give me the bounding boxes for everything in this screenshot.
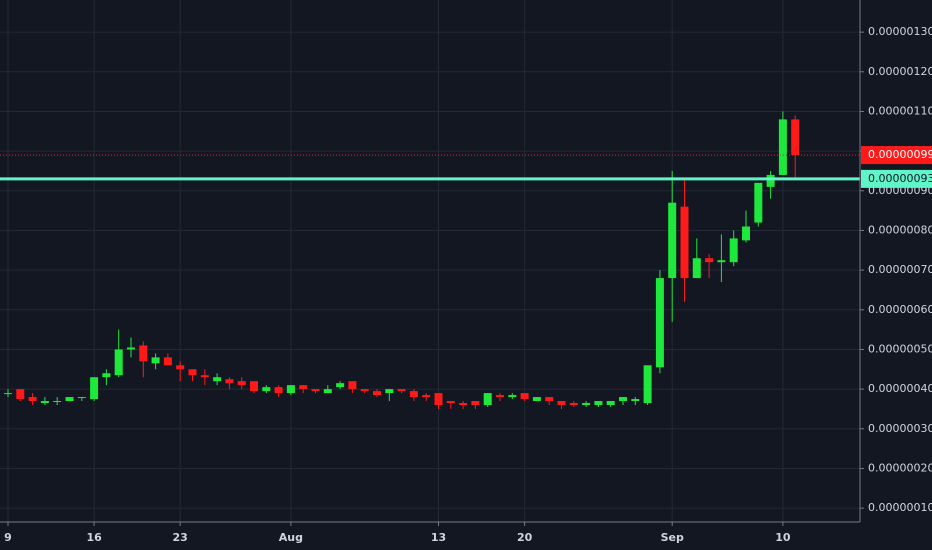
candle-body [176, 365, 185, 370]
candle-body [114, 349, 123, 376]
candle-body [4, 393, 12, 395]
candle-body [422, 395, 431, 398]
x-tick-label: Aug [279, 531, 303, 544]
candle-body [471, 401, 480, 405]
candle-body [237, 381, 246, 386]
candle-body [655, 278, 664, 368]
candle-body [680, 206, 689, 279]
candle-body [582, 403, 591, 405]
x-tick-label: Sep [661, 531, 684, 544]
y-tick-label: 0.00000040 [868, 382, 932, 395]
overlays [0, 154, 860, 181]
horizontal-line-label: 0.00000093 [868, 172, 932, 185]
candle-body [77, 397, 86, 399]
last-price-label: 0.00000099 [868, 148, 932, 161]
candle-body [705, 258, 714, 263]
candle-body [274, 387, 283, 394]
candle-body [545, 397, 554, 402]
candle-body [766, 174, 775, 187]
candle-body [188, 369, 197, 376]
candle-body [127, 347, 135, 350]
candle-body [459, 403, 468, 405]
candle-body [619, 397, 627, 402]
y-tick-label: 0.00000130 [868, 25, 932, 38]
last-price-box [861, 146, 932, 165]
candle-body [213, 377, 222, 382]
candle-body [139, 345, 148, 362]
candle-body [409, 391, 418, 398]
candle-body [65, 397, 74, 402]
candle-body [606, 401, 615, 405]
candles [4, 111, 800, 409]
candle-body [250, 381, 258, 392]
candle-body [496, 395, 504, 398]
candle-body [532, 397, 541, 402]
candle-body [446, 401, 455, 404]
candle-body [397, 389, 406, 392]
candle-body [286, 385, 295, 394]
candle-body [692, 258, 701, 279]
candle-body [102, 373, 111, 378]
candle-body [373, 391, 381, 396]
candle-body [594, 401, 603, 405]
candle-body [40, 401, 49, 404]
candle-body [557, 401, 566, 405]
y-tick-label: 0.00000020 [868, 461, 932, 474]
candle-body [631, 399, 640, 402]
candle-body [520, 393, 529, 400]
candle-body [200, 375, 209, 378]
y-tick-label: 0.00000070 [868, 263, 932, 276]
y-tick-label: 0.00000010 [868, 501, 932, 514]
candle-body [28, 397, 37, 402]
candle-body [299, 385, 308, 390]
candle-body [717, 260, 726, 263]
candle-body [483, 393, 492, 405]
candle-body [434, 393, 443, 405]
candle-body [643, 365, 652, 404]
candle-body [262, 387, 271, 392]
y-tick-label: 0.00000030 [868, 422, 932, 435]
grid [0, 0, 860, 522]
horizontal-line-box [861, 169, 932, 188]
candle-body [729, 238, 738, 263]
candle-body [569, 403, 578, 405]
candle-body [311, 389, 320, 392]
candle-body [323, 389, 332, 394]
candle-body [385, 389, 394, 394]
y-tick-label: 0.00000080 [868, 223, 932, 236]
candle-body [508, 395, 517, 398]
y-tick-label: 0.00000120 [868, 65, 932, 78]
x-tick-label: 10 [775, 531, 791, 544]
x-tick-label: 13 [431, 531, 446, 544]
candle-body [668, 202, 677, 279]
x-tick-label: 9 [4, 531, 12, 544]
x-tick-label: 16 [86, 531, 102, 544]
candle-body [778, 119, 787, 175]
candle-body [163, 357, 172, 366]
candle-body [336, 383, 345, 388]
candle-body [791, 119, 800, 156]
candle-body [53, 401, 62, 403]
candle-body [90, 377, 99, 400]
candle-body [754, 182, 763, 223]
x-tick-label: 23 [173, 531, 188, 544]
y-tick-label: 0.00000060 [868, 303, 932, 316]
candle-body [348, 381, 357, 390]
candle-body [360, 389, 369, 392]
x-tick-label: 20 [517, 531, 533, 544]
y-tick-label: 0.00000050 [868, 342, 932, 355]
candle-body [16, 389, 25, 400]
y-tick-label: 0.00000110 [868, 104, 932, 117]
candle-body [151, 357, 160, 364]
candle-body [742, 226, 750, 241]
candle-body [225, 379, 234, 384]
